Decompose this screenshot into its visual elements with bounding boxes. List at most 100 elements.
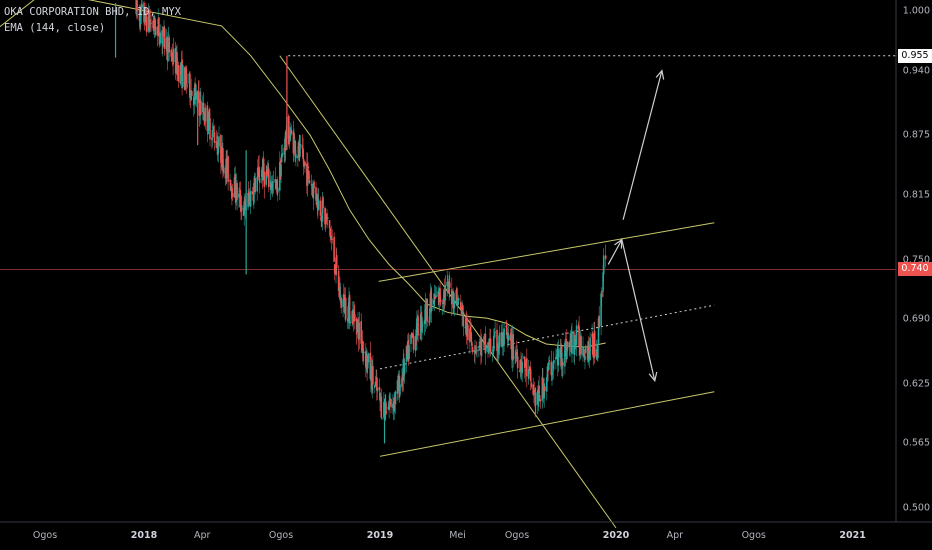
candle-body-222 — [335, 254, 338, 269]
overlay-layer — [607, 69, 665, 383]
channel-mid-line — [379, 304, 715, 370]
candle-body-276 — [385, 403, 387, 415]
candle-body-467 — [557, 348, 560, 366]
candle-body-358 — [460, 301, 462, 308]
candle-body-266 — [376, 377, 378, 391]
candle-body-425 — [520, 360, 522, 370]
candle-body-115 — [239, 190, 242, 208]
candle-body-19 — [152, 27, 155, 31]
candle-body-202 — [317, 199, 320, 210]
candle-body-134 — [257, 167, 259, 178]
candle-body-52 — [182, 64, 184, 87]
candle-body-348 — [451, 289, 453, 305]
arrow-up-line — [622, 70, 663, 220]
price-axis[interactable]: 1.000 0.940 0.875 0.815 0.750 0.690 0.625 0.565… — [896, 0, 932, 522]
candle-body-351 — [452, 292, 455, 309]
candle-body-256 — [366, 360, 369, 369]
candle-body-312 — [417, 316, 419, 336]
candle-body-54 — [184, 67, 187, 90]
candle-body-35 — [167, 42, 169, 62]
x-tick-label: Ogos — [741, 530, 766, 541]
candle-body-170 — [289, 135, 291, 141]
candle-body-15 — [149, 21, 151, 30]
candle-body-371 — [471, 341, 473, 346]
candle-body-418 — [514, 356, 516, 358]
candle-body-160 — [280, 164, 282, 177]
candle-body-422 — [516, 356, 519, 369]
ema-indicator-label[interactable]: EMA (144, close) — [4, 22, 106, 34]
candle-body-93 — [220, 135, 222, 163]
candle-body-489 — [578, 326, 580, 348]
time-axis[interactable]: Ogos 2018 Apr Ogos 2019 Mei Ogos 2020 Apr Ogos 202… — [0, 522, 896, 550]
x-tick-label: Ogos — [268, 530, 294, 541]
candle-body-432 — [526, 358, 528, 377]
candle-body-382 — [480, 339, 483, 357]
candle-body-281 — [389, 398, 392, 399]
candle-body-123 — [247, 193, 249, 208]
candle-body-57 — [186, 85, 189, 86]
plot-area[interactable] — [0, 0, 896, 522]
candle-body-84 — [211, 129, 214, 138]
candle-body-38 — [170, 50, 172, 57]
candle-body-22 — [154, 26, 157, 36]
candle-body-136 — [258, 166, 260, 181]
candle-body-143 — [265, 171, 267, 185]
candle-body-356 — [457, 297, 459, 305]
symbol-title[interactable]: OKA CORPORATION BHD, 1D, MYX — [4, 6, 182, 18]
candle-body-8 — [143, 2, 145, 23]
candle-body-496 — [584, 355, 586, 360]
candle-body-482 — [571, 332, 573, 355]
candle-body-438 — [532, 384, 534, 395]
ema-layer — [0, 0, 606, 348]
candle-body-369 — [469, 326, 472, 335]
x-tick-label: Ogos — [504, 530, 530, 541]
y-tick-label: 0.500 — [902, 502, 930, 514]
candle-body-132 — [254, 178, 256, 193]
candle-body-40 — [171, 52, 174, 62]
candle-body-435 — [529, 368, 531, 371]
candle-body-470 — [560, 345, 563, 366]
candle-body-127 — [249, 190, 252, 207]
candle-body-168 — [288, 115, 290, 145]
candle-body-83 — [211, 137, 213, 141]
candle-body-88 — [215, 141, 218, 148]
candle-body-302 — [408, 345, 410, 359]
candle-body-75 — [203, 111, 205, 121]
candle-body-16 — [149, 19, 152, 25]
candle-body-144 — [266, 170, 268, 176]
candle-body-151 — [271, 181, 274, 191]
candle-body-241 — [353, 311, 355, 314]
candle-body-354 — [456, 288, 458, 301]
y-tick-label: 0.625 — [902, 378, 930, 390]
candle-body-67 — [195, 92, 198, 100]
candle-body-479 — [569, 344, 571, 347]
candle-body-336 — [439, 288, 441, 302]
candle-body-189 — [306, 163, 309, 186]
candle-body-86 — [213, 128, 215, 131]
candle-body-502 — [589, 337, 591, 360]
candle-body-78 — [206, 105, 209, 132]
candle-body-77 — [204, 107, 207, 122]
candle-body-277 — [385, 411, 388, 413]
candle-body-463 — [555, 357, 557, 360]
x-tick-label: 2020 — [602, 530, 630, 541]
candle-body-137 — [258, 178, 261, 183]
candle-body-60 — [189, 100, 192, 101]
candle-body-282 — [390, 399, 392, 408]
candle-body-107 — [231, 193, 234, 197]
candle-body-145 — [266, 173, 269, 175]
candle-body-80 — [207, 112, 210, 131]
candle-body-515 — [601, 291, 604, 293]
candle-body-187 — [304, 161, 306, 167]
candle-body-461 — [552, 362, 555, 369]
candle-body-398 — [496, 329, 498, 351]
candle-body-192 — [308, 180, 311, 184]
arrow-mid-head — [614, 238, 623, 249]
candle-body-37 — [168, 37, 170, 53]
candle-body-12 — [145, 16, 148, 33]
candle-body-42 — [172, 48, 175, 63]
candle-body-414 — [510, 335, 513, 339]
candle-body-172 — [290, 130, 293, 134]
candle-body-130 — [253, 183, 255, 204]
